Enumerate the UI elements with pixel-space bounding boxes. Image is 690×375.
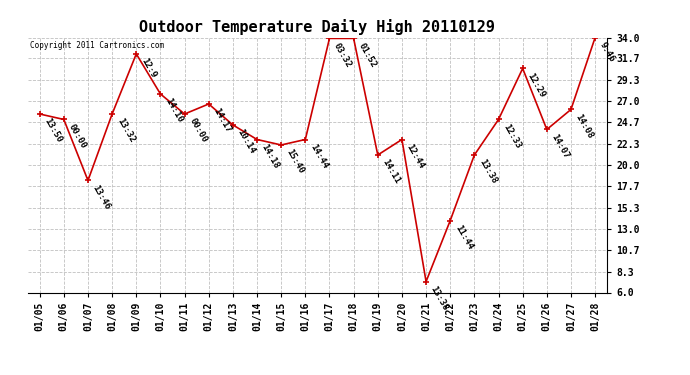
Text: 10:14: 10:14 bbox=[236, 128, 257, 156]
Text: 13:38: 13:38 bbox=[429, 284, 450, 312]
Text: Copyright 2011 Cartronics.com: Copyright 2011 Cartronics.com bbox=[30, 41, 165, 50]
Text: 00:00: 00:00 bbox=[67, 122, 88, 150]
Text: 12:29: 12:29 bbox=[526, 71, 546, 99]
Text: 03:32: 03:32 bbox=[333, 41, 353, 69]
Text: 01:52: 01:52 bbox=[357, 41, 377, 69]
Text: 14:10: 14:10 bbox=[164, 97, 184, 124]
Text: 12:9: 12:9 bbox=[139, 57, 157, 80]
Text: 12:44: 12:44 bbox=[405, 142, 426, 170]
Text: 11:44: 11:44 bbox=[453, 224, 474, 251]
Text: 14:11: 14:11 bbox=[381, 158, 402, 186]
Text: 13:32: 13:32 bbox=[115, 117, 136, 144]
Text: 14:07: 14:07 bbox=[550, 132, 571, 160]
Text: 13:38: 13:38 bbox=[477, 158, 498, 186]
Text: 12:33: 12:33 bbox=[502, 122, 522, 150]
Text: 14:08: 14:08 bbox=[574, 112, 595, 140]
Text: 13:46: 13:46 bbox=[91, 183, 112, 211]
Text: 14:18: 14:18 bbox=[260, 142, 281, 170]
Title: Outdoor Temperature Daily High 20110129: Outdoor Temperature Daily High 20110129 bbox=[139, 19, 495, 35]
Text: 14:44: 14:44 bbox=[308, 142, 329, 170]
Text: 9:46: 9:46 bbox=[598, 40, 616, 63]
Text: 00:00: 00:00 bbox=[188, 117, 208, 144]
Text: 14:17: 14:17 bbox=[212, 107, 233, 135]
Text: 13:50: 13:50 bbox=[43, 117, 63, 144]
Text: 15:40: 15:40 bbox=[284, 148, 305, 176]
